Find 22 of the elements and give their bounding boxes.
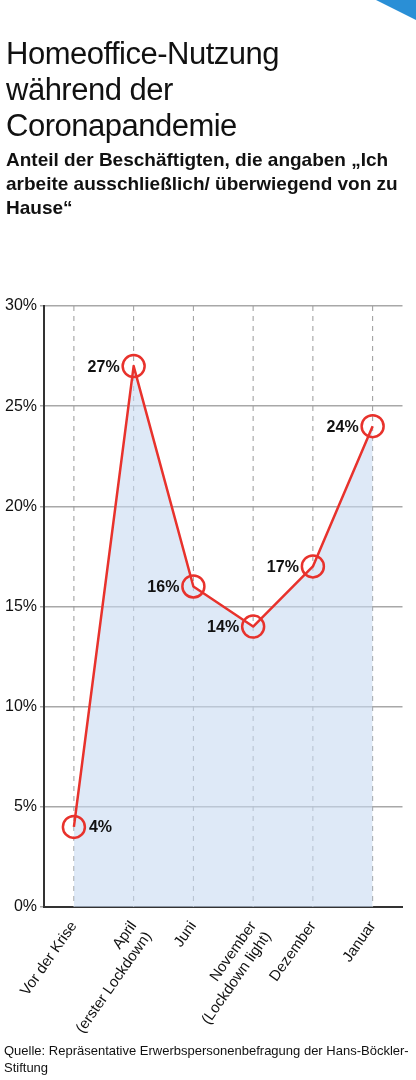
y-tick-label: 5%: [13, 797, 38, 815]
data-label: 4%: [88, 818, 113, 836]
data-label: 17%: [266, 557, 299, 575]
point: [121, 353, 146, 379]
point: [61, 814, 87, 840]
chart-title: Homeoffice-Nutzung während der Coronapandemie: [6, 36, 280, 144]
point: [181, 574, 206, 599]
y-tick-label: 0%: [13, 897, 38, 915]
data-label: 24%: [326, 417, 359, 435]
y-tick-label: 30%: [4, 296, 38, 314]
point: [240, 614, 266, 639]
y-tick-label: 25%: [4, 396, 38, 414]
y-tick-label: 15%: [4, 596, 38, 614]
point: [360, 413, 385, 439]
y-tick-label: 10%: [4, 697, 38, 715]
data-label: 27%: [87, 357, 120, 375]
point: [300, 554, 326, 579]
source-note: Quelle: Repräsentative Erwerbspersonenbefragung der Hans-Böckler-Stiftung: [4, 1042, 410, 1076]
chart-subtitle: Anteil der Beschäftigten, die angaben „Ich arbeite ausschließlich/ überwiegend von zu Hause“: [6, 148, 399, 220]
data-label: 14%: [207, 617, 240, 635]
y-tick-label: 20%: [4, 496, 38, 514]
data-label: 16%: [147, 577, 180, 595]
